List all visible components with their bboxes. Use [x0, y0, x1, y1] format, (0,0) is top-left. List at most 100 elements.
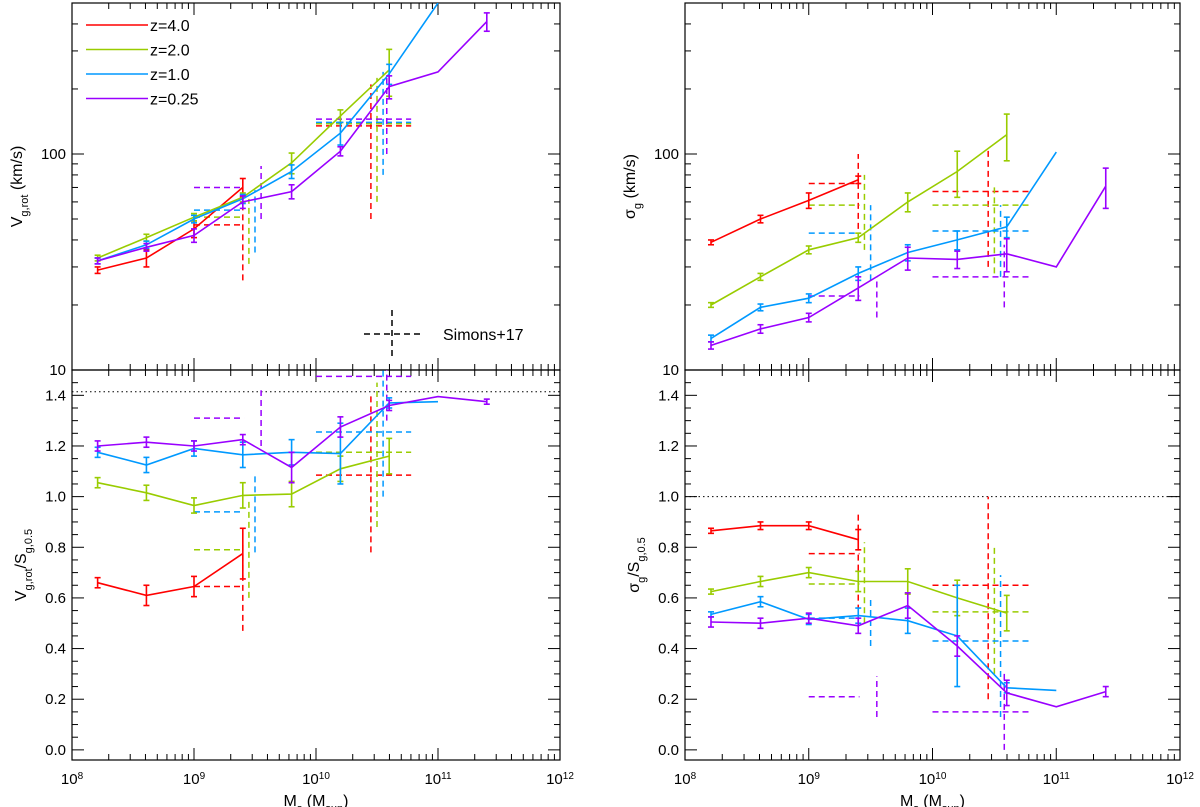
label-subscript: sun — [942, 803, 960, 807]
label-part: (M — [302, 793, 325, 807]
x-tick-exponent: 9 — [814, 771, 820, 782]
y-tick-label: 0.6 — [658, 590, 679, 607]
legend-label: z=4.0 — [150, 18, 190, 35]
label-part: (M — [919, 793, 942, 807]
y-axis-label: σg/Sg,0.5 — [626, 537, 648, 593]
x-tick-exponent: 10 — [319, 771, 331, 782]
x-tick-exponent: 8 — [78, 771, 84, 782]
x-axis-label: Ms (Msun) — [283, 793, 348, 807]
x-tick-base: 10 — [424, 771, 441, 788]
label-part: (km/s) — [622, 154, 639, 203]
x-tick-label: 108 — [61, 771, 84, 789]
label-part: /S — [13, 553, 30, 568]
plot-frame — [71, 2, 561, 371]
y-axis-label: σg (km/s) — [622, 154, 644, 219]
y-tick-label: 10 — [662, 362, 679, 379]
label-part: M — [283, 793, 296, 807]
x-tick-label: 109 — [798, 771, 821, 789]
legend: z=4.0 z=2.0 z=1.0 z=0.25 — [86, 18, 199, 109]
y-tick-label: 0.4 — [45, 641, 66, 658]
plot-area — [707, 113, 1109, 350]
x-tick-exponent: 9 — [200, 771, 206, 782]
label-part: σ — [622, 209, 639, 219]
label-subscript: g,rot — [19, 195, 31, 217]
x-tick-base: 10 — [302, 771, 319, 788]
label-part: σ — [626, 583, 643, 593]
series-line-z=4.0 — [710, 524, 859, 541]
label-part: M — [900, 793, 913, 807]
plot-area — [94, 3, 490, 281]
y-tick-label: 0.8 — [658, 539, 679, 556]
label-subscript: g,0.5 — [23, 529, 35, 553]
label-part: (km/s) — [9, 146, 26, 195]
y-tick-label: 1.2 — [658, 438, 679, 455]
label-part: ) — [343, 793, 348, 807]
x-tick-exponent: 11 — [441, 771, 452, 782]
annotation-simons: Simons+17 — [364, 310, 524, 360]
x-tick-exponent: 11 — [1059, 771, 1070, 782]
y-tick-label: 0.2 — [658, 691, 679, 708]
y-tick-label: 1.4 — [658, 387, 679, 404]
plot-area — [72, 370, 560, 631]
x-tick-label: 1012 — [546, 771, 574, 789]
x-tick-exponent: 10 — [935, 771, 947, 782]
label-part: ) — [960, 793, 965, 807]
y-tick-label: 100 — [41, 146, 66, 163]
label-subscript: g,rot — [23, 568, 35, 590]
x-tick-label: 109 — [183, 771, 206, 789]
x-tick-exponent: 12 — [1183, 771, 1195, 782]
y-tick-label: 0.4 — [658, 641, 679, 658]
y-tick-label: 0.0 — [658, 742, 679, 759]
x-tick-base: 10 — [546, 771, 563, 788]
annotation-label: Simons+17 — [443, 327, 524, 344]
x-tick-label: 1010 — [919, 771, 947, 789]
label-part: V — [13, 590, 30, 601]
x-tick-label: 1011 — [1043, 771, 1071, 789]
legend-label: z=1.0 — [150, 67, 190, 84]
y-tick-label: 1.0 — [658, 489, 679, 506]
x-tick-base: 10 — [919, 771, 936, 788]
y-tick-label: 1.4 — [45, 387, 66, 404]
x-tick-label: 1012 — [1166, 771, 1194, 789]
panel-bottom-right: 108109101010111012Ms (Msun)0.00.20.40.60… — [626, 369, 1194, 807]
label-subscript: g,0.5 — [636, 537, 648, 561]
y-tick-label: 10 — [49, 362, 66, 379]
x-tick-base: 10 — [1043, 771, 1060, 788]
y-tick-label: 0.8 — [45, 539, 66, 556]
x-tick-base: 10 — [61, 771, 78, 788]
plot-area — [685, 496, 1180, 750]
plot-frame — [684, 369, 1181, 761]
y-tick-label: 0.6 — [45, 590, 66, 607]
x-tick-label: 1011 — [424, 771, 452, 789]
y-tick-label: 1.0 — [45, 489, 66, 506]
x-tick-label: 108 — [674, 771, 697, 789]
x-tick-base: 10 — [183, 771, 200, 788]
x-axis-label: Ms (Msun) — [900, 793, 965, 807]
x-tick-base: 10 — [674, 771, 691, 788]
legend-label: z=0.25 — [150, 92, 199, 109]
label-subscript: s — [297, 803, 303, 807]
legend-label: z=2.0 — [150, 43, 190, 60]
y-tick-label: 100 — [654, 146, 679, 163]
label-part: /S — [626, 562, 643, 577]
panel-top-right: 10 100 σg (km/s) — [622, 2, 1181, 379]
label-subscript: g — [632, 203, 644, 209]
x-tick-base: 10 — [798, 771, 815, 788]
y-tick-label: 1.2 — [45, 438, 66, 455]
series-line-z=1.0 — [710, 600, 1057, 692]
y-axis-label: Vg,rot (km/s) — [9, 146, 31, 228]
x-tick-label: 1010 — [302, 771, 330, 789]
y-tick-label: 0.0 — [45, 742, 66, 759]
x-tick-exponent: 12 — [563, 771, 575, 782]
y-axis-label: Vg,rot/Sg,0.5 — [13, 529, 35, 601]
series-line-z=4.0 — [710, 178, 859, 244]
y-tick-label: 0.2 — [45, 691, 66, 708]
label-subscript: s — [913, 803, 919, 807]
plot-frame — [71, 369, 561, 761]
series-line-z=4.0 — [97, 186, 244, 271]
series-line-z=1.0 — [710, 151, 1057, 340]
x-tick-exponent: 8 — [691, 771, 697, 782]
label-subscript: g — [636, 577, 648, 583]
series-line-z=1.0 — [97, 3, 439, 262]
